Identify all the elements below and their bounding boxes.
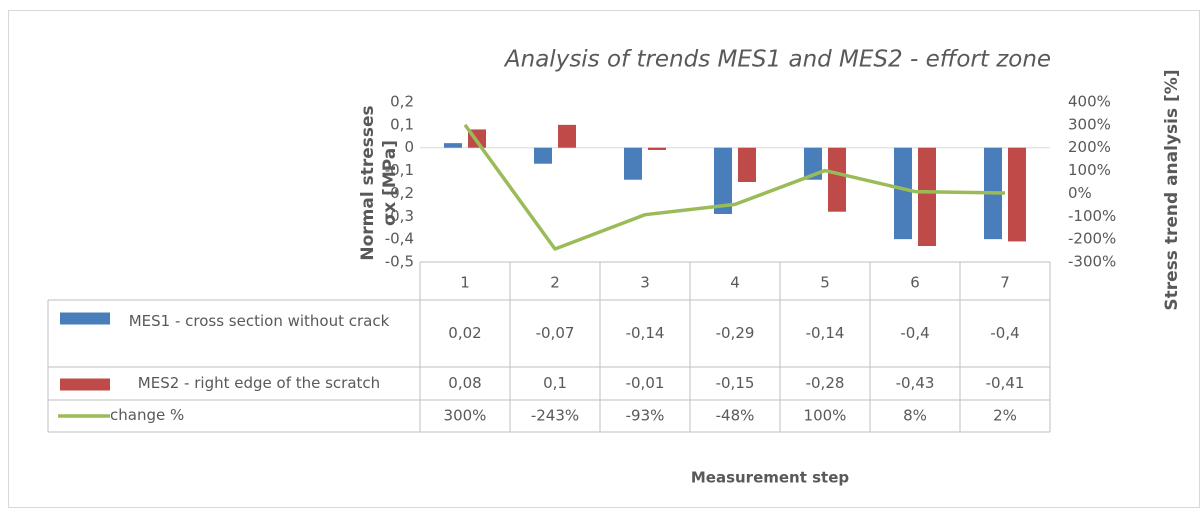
x-tick-label: 3 [640, 274, 650, 292]
bar [444, 143, 462, 148]
y-tick-label: -0,1 [385, 161, 414, 179]
table-value: 0,08 [448, 374, 481, 392]
y2-tick-label: 200% [1068, 138, 1111, 156]
table-value: -0,28 [806, 374, 845, 392]
x-axis-title: Measurement step [691, 469, 850, 487]
table-value: -0,01 [626, 374, 665, 392]
legend-text: change % [110, 406, 185, 424]
bar [534, 147, 552, 164]
table-value: 100% [804, 407, 847, 425]
bar [1008, 147, 1026, 242]
y-tick-label: -0,2 [385, 184, 414, 202]
table-value: -0,4 [900, 324, 929, 342]
y2-tick-label: -300% [1068, 253, 1116, 271]
table-value: 0,1 [543, 374, 567, 392]
y-axis-title: σx [MPa] [380, 140, 400, 226]
legend-key [60, 378, 110, 391]
bar [828, 147, 846, 212]
table-value: -0,41 [986, 374, 1025, 392]
y2-axis-title: Stress trend analysis [%] [1162, 69, 1182, 310]
legend-key [60, 312, 110, 325]
table-value: 0,02 [448, 324, 481, 342]
chart-border [8, 10, 1200, 508]
x-tick-label: 2 [550, 274, 560, 292]
y2-tick-label: -100% [1068, 207, 1116, 225]
legend-text: MES1 - cross section without crack [128, 311, 390, 330]
x-tick-label: 6 [910, 274, 920, 292]
table-value: -243% [531, 407, 579, 425]
table-value: 300% [444, 407, 487, 425]
y2-tick-label: 0% [1068, 184, 1092, 202]
bar [738, 147, 756, 182]
bar [918, 147, 936, 246]
table-value: -93% [626, 407, 665, 425]
table-value: -0,15 [716, 374, 755, 392]
legend-text: MES2 - right edge of the scratch [137, 373, 381, 392]
x-tick-label: 7 [1000, 274, 1010, 292]
table-value: -0,14 [626, 324, 665, 342]
y-tick-label: -0,5 [385, 253, 414, 271]
legend-label: change % [110, 406, 185, 424]
y2-tick-label: 100% [1068, 161, 1111, 179]
table-value: 8% [903, 407, 927, 425]
y-tick-label: 0,1 [390, 115, 414, 133]
legend-label: MES2 - right edge of the scratch [137, 373, 381, 392]
y-tick-label: -0,3 [385, 207, 414, 225]
table-value: -0,14 [806, 324, 845, 342]
table-value: 2% [993, 407, 1017, 425]
bar [558, 124, 576, 148]
x-tick-label: 1 [460, 274, 470, 292]
y-tick-label: -0,4 [385, 230, 414, 248]
y2-tick-label: 300% [1068, 115, 1111, 133]
table-value: -0,07 [536, 324, 575, 342]
table-value: -0,29 [716, 324, 755, 342]
table-value: -0,43 [896, 374, 935, 392]
bar [714, 147, 732, 214]
bar [894, 147, 912, 240]
y-tick-label: 0 [404, 138, 414, 156]
x-tick-label: 4 [730, 274, 740, 292]
chart-title: Analysis of trends MES1 and MES2 - effor… [503, 47, 1051, 73]
y-axis-title: Normal stresses [358, 105, 378, 260]
bar [648, 147, 666, 150]
y2-tick-label: -200% [1068, 230, 1116, 248]
line [463, 123, 1006, 251]
bar [624, 147, 642, 180]
y-tick-label: 0,2 [390, 93, 414, 111]
x-tick-label: 5 [820, 274, 830, 292]
table-value: -0,4 [990, 324, 1019, 342]
table-value: -48% [716, 407, 755, 425]
legend-label: MES1 - cross section without crack [128, 311, 390, 330]
y2-tick-label: 400% [1068, 93, 1111, 111]
